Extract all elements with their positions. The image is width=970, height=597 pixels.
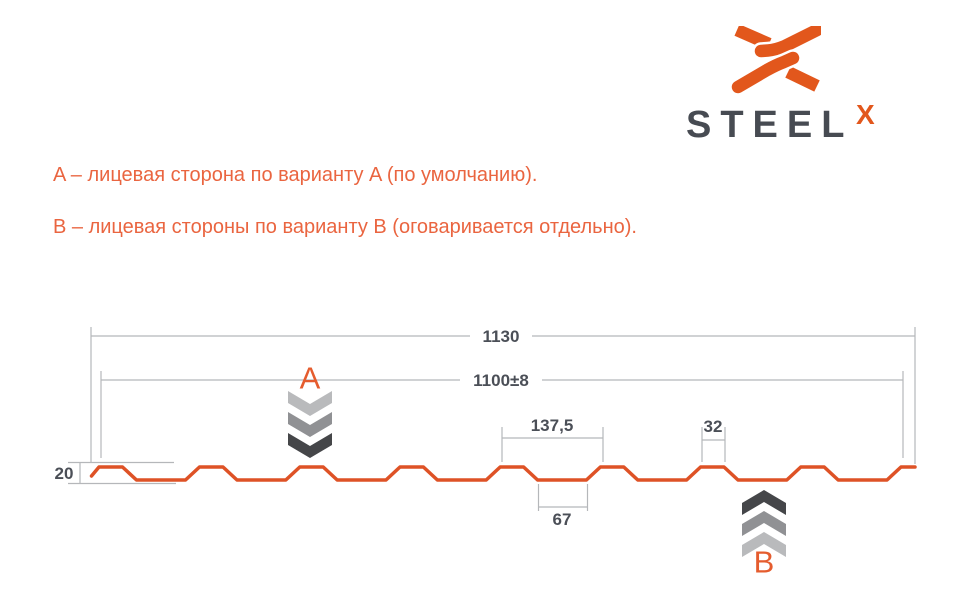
marker-b-chevrons-icon xyxy=(742,490,786,557)
dim-overall-width-label: 1130 xyxy=(482,327,520,346)
chevron-up-icon xyxy=(742,511,786,536)
dimension-lines xyxy=(68,327,916,511)
marker-b-letter: B xyxy=(753,544,775,580)
chevron-up-icon xyxy=(742,490,786,515)
dim-bottom-flat-label: 67 xyxy=(552,510,572,529)
chevron-down-icon xyxy=(288,433,332,458)
dim-line-height xyxy=(68,461,176,485)
logo-wordmark: STEEL xyxy=(686,104,854,146)
dim-cover-width-label: 1100±8 xyxy=(473,371,529,390)
dim-line-rib-top xyxy=(701,427,726,462)
note-variant-b: B – лицевая стороны по варианту B (огова… xyxy=(53,216,637,238)
logo-hook-bottom-left xyxy=(731,51,800,94)
logo-arm-top-left xyxy=(734,26,772,50)
logo-arm-bottom-right xyxy=(785,66,820,92)
dim-line-rib-pitch xyxy=(501,427,604,462)
marker-a-letter: A xyxy=(299,360,321,396)
note-variant-a: A – лицевая сторона по варианту A (по ум… xyxy=(53,164,538,186)
chevron-down-icon xyxy=(288,412,332,437)
profile-outline xyxy=(89,465,917,482)
dim-rib-top-label: 32 xyxy=(703,417,723,436)
dim-height-label: 20 xyxy=(54,464,74,483)
chevron-up-icon xyxy=(742,532,786,557)
logo-x-superscript: X xyxy=(856,99,875,130)
logo-hook-top-right xyxy=(754,26,821,58)
chevron-down-icon xyxy=(288,391,332,416)
logo-x-mark-icon xyxy=(731,26,821,94)
dim-line-rib-bottom xyxy=(537,484,589,511)
marker-a-chevrons-icon xyxy=(288,391,332,458)
dim-rib-pitch-label: 137,5 xyxy=(530,416,574,435)
